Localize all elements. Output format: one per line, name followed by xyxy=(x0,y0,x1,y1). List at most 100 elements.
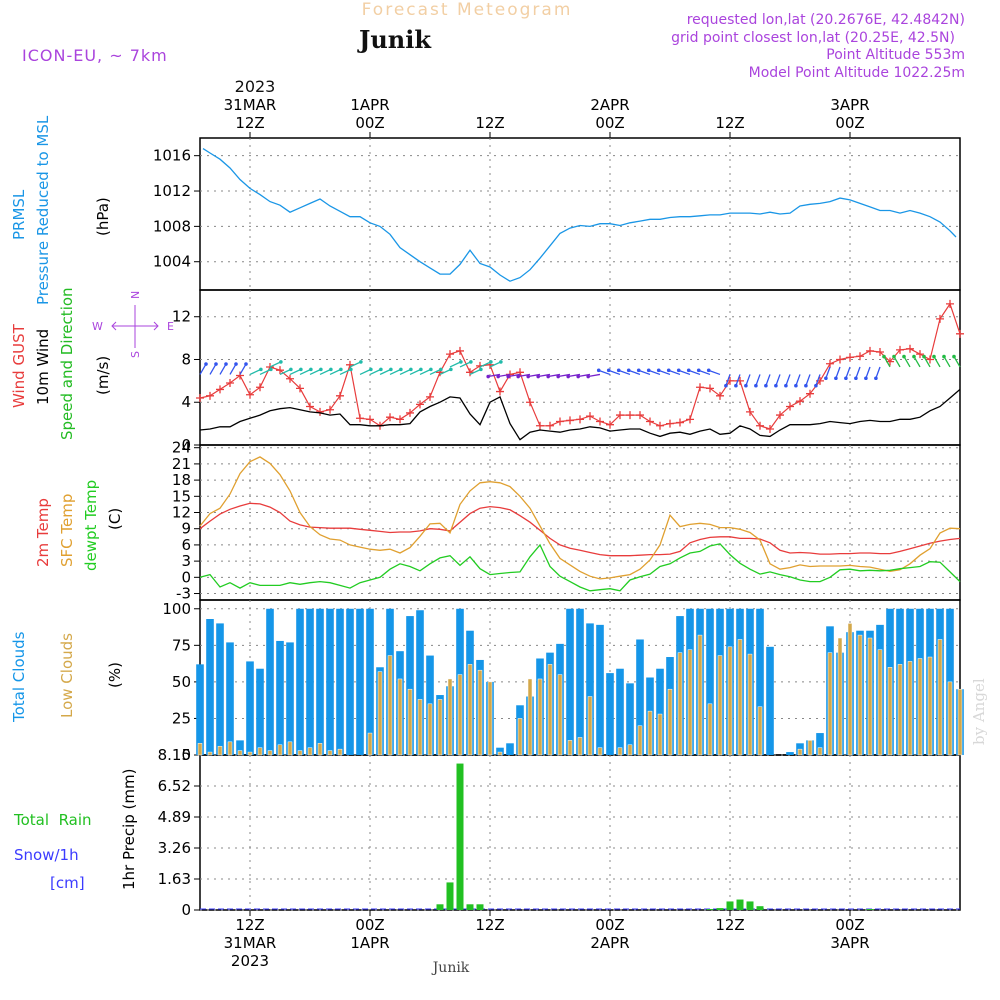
direction-arrow xyxy=(429,368,442,376)
direction-arrow xyxy=(199,363,207,375)
low-cloud-bar xyxy=(617,747,623,756)
gust-marker xyxy=(326,405,334,414)
y-tick-label: -3 xyxy=(176,585,191,603)
rain-bar xyxy=(476,904,484,910)
direction-arrow xyxy=(755,374,761,386)
model-name: ICON-EU, ~ 7km xyxy=(22,46,168,65)
y-tick-label: 8.15 xyxy=(158,746,191,764)
total-cloud-bar xyxy=(416,610,424,755)
cloud-series xyxy=(196,608,964,756)
direction-arrow xyxy=(893,356,901,368)
total-cloud-bar xyxy=(506,743,514,755)
direction-arrow-head xyxy=(734,383,738,388)
gust-line xyxy=(199,302,961,430)
direction-arrow-head xyxy=(319,367,323,372)
total-cloud-bar xyxy=(566,608,574,755)
low-cloud-bar xyxy=(307,747,313,756)
total-cloud-bar xyxy=(366,608,374,755)
bottom-date-label: 1APR xyxy=(350,934,389,952)
top-hour-label: 12Z xyxy=(475,114,504,132)
y-tick-label: 18 xyxy=(172,471,191,489)
gust-marker xyxy=(936,314,944,323)
total-cloud-bar xyxy=(266,608,274,755)
total-rain-label: Total Rain xyxy=(13,811,92,829)
gust-marker xyxy=(686,415,694,424)
low-cloud-bar xyxy=(697,634,703,756)
direction-arrow-head xyxy=(479,367,483,372)
low-cloud-bar xyxy=(747,653,753,756)
direction-arrow xyxy=(698,369,711,376)
gust-marker xyxy=(346,360,354,369)
low-cloud-bar xyxy=(867,637,873,756)
direction-arrow-head xyxy=(794,383,798,388)
bottom-date-label: 31MAR xyxy=(224,934,277,952)
panels: 100410081012101604812-303691215182124025… xyxy=(153,137,964,919)
low-cloud-bar xyxy=(467,664,473,756)
gust-marker xyxy=(246,390,254,399)
y-tick-label: 4.89 xyxy=(158,808,191,826)
low-cloud-bar xyxy=(257,747,263,756)
gust-marker xyxy=(306,402,314,411)
total-cloud-bar xyxy=(226,642,234,755)
low-cloud-bar xyxy=(877,649,883,756)
pressure-line xyxy=(202,148,957,282)
rain-bar xyxy=(716,908,724,910)
direction-arrow-head xyxy=(706,368,711,373)
direction-arrow-head xyxy=(459,360,463,364)
low-cloud-bar xyxy=(277,744,283,756)
gust-marker xyxy=(526,398,534,407)
direction-arrow-head xyxy=(764,383,768,388)
direction-arrow xyxy=(825,366,831,379)
total-cloud-bar xyxy=(206,619,214,755)
low-cloud-bar xyxy=(317,743,323,756)
point-altitude: Point Altitude 553m xyxy=(826,47,965,63)
direction-arrow-head xyxy=(439,367,443,372)
direction-arrow-head xyxy=(676,368,681,373)
low-cloud-bar xyxy=(267,750,273,756)
direction-arrow xyxy=(229,363,237,375)
wind-series xyxy=(196,299,964,441)
direction-arrow xyxy=(479,361,492,368)
low-cloud-bar xyxy=(217,745,223,756)
direction-arrow-head xyxy=(489,360,493,364)
low-cloud-bar xyxy=(657,713,663,756)
y-tick-label: 4 xyxy=(181,393,191,411)
direction-arrow xyxy=(588,373,601,378)
gust-marker xyxy=(226,379,234,387)
dewpt-line xyxy=(199,543,961,592)
direction-arrow-head xyxy=(874,376,878,381)
gust-marker xyxy=(536,421,544,430)
direction-arrow-head xyxy=(646,368,651,373)
gust-marker xyxy=(216,385,224,394)
gust-marker xyxy=(386,413,394,422)
gust-marker xyxy=(336,391,344,400)
direction-arrow-head xyxy=(804,383,808,388)
percent-label: (%) xyxy=(106,662,124,688)
direction-arrow-head xyxy=(952,354,956,359)
direction-arrow xyxy=(725,374,731,386)
gust-marker xyxy=(926,355,934,364)
low-cloud-bar xyxy=(717,655,723,756)
low-cloud-bar xyxy=(827,652,833,756)
direction-arrow xyxy=(865,366,871,379)
gust-marker xyxy=(796,397,804,406)
gust-marker xyxy=(766,424,774,433)
direction-arrow xyxy=(459,361,472,368)
y-tick-label: 15 xyxy=(172,487,191,505)
low-cloud-bar xyxy=(647,710,653,756)
bottom-hour-label: 00Z xyxy=(355,916,384,934)
direction-arrow-head xyxy=(844,376,848,381)
direction-arrow xyxy=(399,368,412,376)
total-cloud-bar xyxy=(626,683,634,755)
t2m-line xyxy=(199,502,961,557)
gust-marker xyxy=(496,387,504,396)
direction-arrow-head xyxy=(289,367,293,372)
direction-arrow-head xyxy=(496,374,500,379)
direction-arrow xyxy=(219,363,227,375)
low-cloud-bar xyxy=(237,750,243,756)
direction-arrow-head xyxy=(616,368,621,373)
gust-marker xyxy=(646,417,654,426)
ms-label: (m/s) xyxy=(94,356,112,395)
low-cloud-bar xyxy=(517,718,523,756)
